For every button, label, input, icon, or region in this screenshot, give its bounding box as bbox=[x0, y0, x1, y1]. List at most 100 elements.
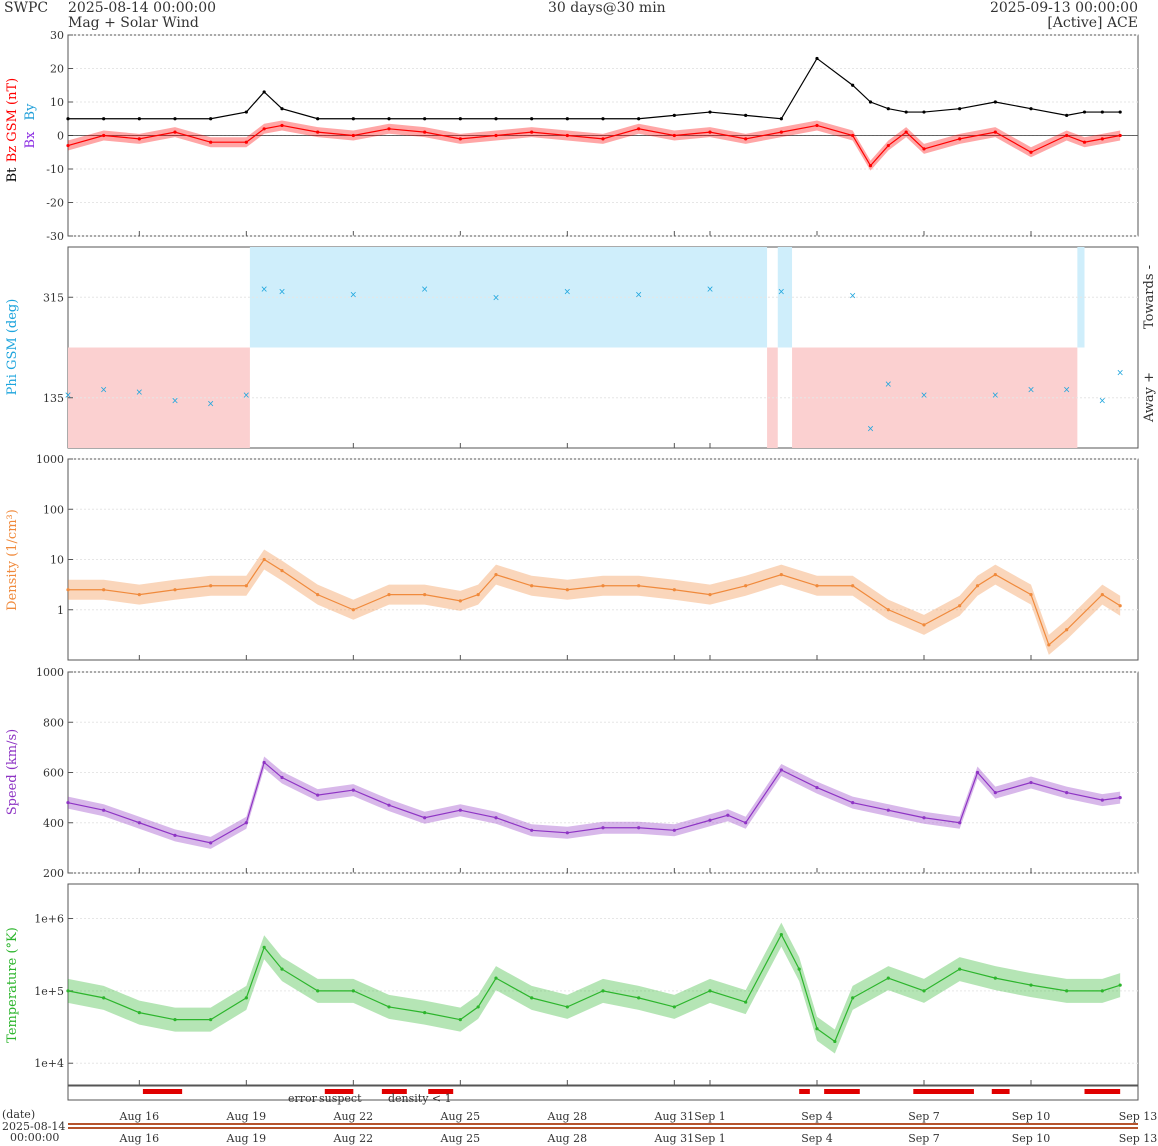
speed-series-point-20 bbox=[726, 813, 730, 817]
bt-series-point-3 bbox=[173, 117, 177, 121]
bt-series-point-6 bbox=[262, 90, 266, 94]
phi-point-14: × bbox=[778, 288, 786, 298]
phi-point-16: × bbox=[867, 424, 875, 434]
temperature-series-point-16 bbox=[565, 1005, 569, 1009]
speed-series-point-0 bbox=[66, 801, 70, 805]
density-series-point-14 bbox=[494, 573, 498, 577]
mag-panel-ytick-label-4: -10 bbox=[46, 163, 64, 176]
bt-series-point-23 bbox=[851, 83, 855, 87]
bt-series-point-19 bbox=[708, 110, 712, 114]
bt-series-point-13 bbox=[494, 117, 498, 121]
mag-panel-ytick-label-1: 20 bbox=[50, 63, 64, 76]
bt-series-point-10 bbox=[387, 117, 391, 121]
bz-series-point-9 bbox=[351, 133, 355, 138]
density-series-point-29 bbox=[993, 573, 997, 577]
density-series-point-0 bbox=[66, 588, 70, 592]
speed-series-point-28 bbox=[975, 770, 980, 775]
temperature-series-point-15 bbox=[530, 996, 534, 1000]
status-segment-1 bbox=[324, 1089, 354, 1094]
speed-series-point-11 bbox=[423, 816, 427, 820]
temperature-series-point-1 bbox=[102, 996, 106, 1000]
temperature-axis-label: Temperature (°K) bbox=[5, 927, 20, 1043]
density-panel-ytick-label-2: 10 bbox=[50, 554, 64, 567]
bz-series-point-12 bbox=[458, 137, 462, 141]
timeline-start-time: 00:00:00 bbox=[10, 1131, 59, 1144]
bz-series-point-21 bbox=[779, 130, 783, 134]
density-series-point-20 bbox=[708, 593, 712, 597]
speed-series-point-9 bbox=[351, 788, 355, 792]
phi-point-20: × bbox=[1027, 385, 1035, 395]
speed-series-point-5 bbox=[244, 821, 248, 825]
speed-series-point-7 bbox=[280, 775, 284, 780]
phi-point-23: × bbox=[1116, 369, 1124, 379]
bz-series-point-1 bbox=[102, 133, 106, 138]
temperature-panel-frame bbox=[67, 883, 1139, 1086]
temperature-series-point-5 bbox=[244, 996, 248, 1000]
status-strip bbox=[67, 1085, 1139, 1101]
density-series-point-21 bbox=[744, 584, 748, 588]
temperature-series-point-10 bbox=[387, 1005, 391, 1009]
density-series-point-33 bbox=[1100, 593, 1104, 597]
status-segment-2 bbox=[381, 1089, 407, 1094]
bt-series-point-11 bbox=[423, 117, 427, 121]
phi-point-13: × bbox=[706, 285, 714, 295]
density-series-point-26 bbox=[922, 623, 926, 627]
temperature-series-point-34 bbox=[1118, 983, 1122, 987]
bz-series-point-2 bbox=[137, 137, 141, 141]
speed-series-point-13 bbox=[494, 816, 498, 820]
bz-series-point-26 bbox=[904, 130, 908, 134]
speed-series-point-4 bbox=[209, 841, 213, 845]
speed-series-point-1 bbox=[102, 808, 106, 812]
bt-axis-label: Bt bbox=[5, 167, 20, 183]
speed-series-point-12 bbox=[458, 808, 462, 812]
bt-series-point-7 bbox=[280, 107, 284, 111]
chart-subtitle: Mag + Solar Wind bbox=[68, 15, 199, 31]
density-series-point-19 bbox=[672, 588, 676, 592]
phi-point-17: × bbox=[885, 380, 893, 390]
lower-xtick-label-3: Aug 25 bbox=[440, 1132, 481, 1145]
upper-xtick-label-5: Aug 31 bbox=[654, 1110, 695, 1123]
bz-series-point-33 bbox=[1100, 137, 1104, 141]
temperature-series-point-2 bbox=[137, 1011, 141, 1015]
start-time: 2025-08-14 00:00:00 bbox=[68, 0, 217, 16]
speed-panel-ytick-label-4: 200 bbox=[43, 867, 64, 880]
density-series-point-17 bbox=[601, 584, 605, 588]
spacecraft-label: [Active] ACE bbox=[1047, 15, 1138, 31]
bt-series-point-15 bbox=[565, 117, 569, 121]
bz-series-point-22 bbox=[815, 123, 819, 128]
bz-series-point-25 bbox=[886, 143, 890, 148]
phi-away-label: Away + bbox=[1142, 372, 1157, 423]
speed-series-point-22 bbox=[779, 768, 783, 772]
bz-series-point-34 bbox=[1118, 133, 1122, 138]
temperature-series-point-0 bbox=[66, 989, 70, 993]
by-legend: By bbox=[23, 103, 38, 121]
phi-point-7: × bbox=[278, 288, 286, 298]
bt-series-point-29 bbox=[993, 100, 997, 104]
temperature-series-point-4 bbox=[209, 1018, 213, 1022]
status-suspect-label: suspect bbox=[319, 1092, 362, 1105]
bz-series-point-6 bbox=[262, 127, 266, 131]
temperature-series-point-13 bbox=[476, 1005, 480, 1009]
speed-series-point-30 bbox=[1029, 780, 1033, 785]
phi-sector-band-0 bbox=[68, 347, 250, 448]
status-segment-4 bbox=[799, 1089, 810, 1094]
status-segment-5 bbox=[824, 1089, 860, 1094]
bz-series-point-16 bbox=[601, 137, 605, 141]
speed-series-point-26 bbox=[922, 816, 926, 820]
density-series-point-27 bbox=[958, 604, 962, 608]
speed-panel-ytick-label-3: 400 bbox=[43, 817, 64, 830]
upper-xtick-label-9: Sep 10 bbox=[1012, 1110, 1051, 1123]
status-segment-6 bbox=[913, 1089, 974, 1094]
temperature-series-point-33 bbox=[1100, 989, 1104, 993]
temperature-series-point-18 bbox=[637, 996, 641, 1000]
speed-series-point-8 bbox=[316, 793, 320, 797]
temperature-series-band bbox=[68, 922, 1121, 1054]
upper-xtick-label-4: Aug 28 bbox=[547, 1110, 588, 1123]
temperature-panel-ytick-label-0: 1e+6 bbox=[34, 913, 64, 926]
upper-xtick-label-3: Aug 25 bbox=[440, 1110, 481, 1123]
span-label: 30 days@30 min bbox=[548, 0, 666, 16]
density-series-point-24 bbox=[851, 584, 855, 588]
bt-series-point-22 bbox=[815, 56, 819, 61]
mag-panel-ytick-label-6: -30 bbox=[46, 230, 64, 243]
speed-panel-ytick-label-2: 600 bbox=[43, 767, 64, 780]
